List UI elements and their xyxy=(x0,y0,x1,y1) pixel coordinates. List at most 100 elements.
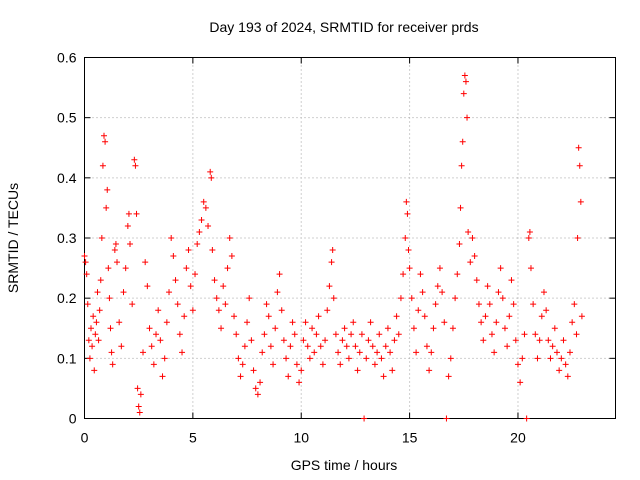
data-point xyxy=(198,216,205,223)
data-point xyxy=(369,343,376,350)
data-point xyxy=(183,265,190,272)
data-point xyxy=(144,283,151,290)
data-point xyxy=(140,349,147,356)
data-point xyxy=(135,403,142,410)
data-point xyxy=(89,343,96,350)
data-point xyxy=(298,367,305,374)
data-point xyxy=(176,331,183,338)
data-point xyxy=(449,325,456,332)
data-point xyxy=(553,349,560,356)
data-point xyxy=(328,259,335,266)
x-tick-label: 0 xyxy=(81,430,89,446)
data-point xyxy=(304,343,311,350)
data-point xyxy=(122,265,129,272)
data-point xyxy=(157,337,164,344)
data-point xyxy=(577,198,584,205)
data-point xyxy=(150,361,157,368)
data-point xyxy=(163,319,170,326)
data-point xyxy=(81,253,88,260)
data-point xyxy=(421,313,428,320)
data-point xyxy=(560,337,567,344)
data-point xyxy=(486,301,493,308)
data-point xyxy=(361,415,368,422)
data-point xyxy=(510,301,517,308)
data-point xyxy=(185,247,192,254)
data-point xyxy=(137,391,144,398)
data-point xyxy=(170,253,177,260)
data-point xyxy=(90,313,97,320)
data-point xyxy=(97,277,104,284)
data-point xyxy=(99,162,106,169)
data-point xyxy=(350,319,357,326)
data-point xyxy=(241,343,248,350)
data-point xyxy=(129,301,136,308)
data-point xyxy=(380,373,387,380)
data-point xyxy=(102,138,109,145)
data-point xyxy=(289,319,296,326)
y-tick-label: 0.1 xyxy=(57,350,77,366)
data-point xyxy=(569,319,576,326)
data-point xyxy=(564,373,571,380)
data-point xyxy=(460,90,467,97)
data-point xyxy=(215,307,222,314)
data-point xyxy=(521,331,528,338)
data-point xyxy=(311,349,318,356)
data-point xyxy=(244,319,251,326)
data-point xyxy=(540,289,547,296)
data-point xyxy=(88,325,95,332)
data-point xyxy=(108,349,115,356)
data-point xyxy=(306,355,313,362)
data-point xyxy=(213,295,220,302)
data-point xyxy=(508,277,515,284)
data-point xyxy=(98,235,105,241)
data-point xyxy=(506,313,513,320)
y-tick-label: 0.3 xyxy=(57,230,77,246)
data-point xyxy=(410,325,417,332)
data-point xyxy=(404,210,411,217)
data-point xyxy=(226,235,233,241)
data-point xyxy=(545,337,552,344)
data-point xyxy=(575,144,582,151)
data-point xyxy=(402,235,409,241)
data-point xyxy=(419,289,426,296)
data-point xyxy=(293,361,300,368)
data-point xyxy=(142,259,149,266)
data-point xyxy=(228,253,235,260)
data-point xyxy=(93,319,100,326)
data-point xyxy=(464,114,471,121)
y-tick-label: 0.4 xyxy=(57,170,77,186)
data-point xyxy=(408,295,415,302)
data-point xyxy=(261,331,268,338)
data-point xyxy=(250,367,257,374)
data-point xyxy=(536,337,543,344)
data-point xyxy=(274,289,281,296)
data-point xyxy=(166,289,173,296)
data-point xyxy=(148,343,155,350)
data-point xyxy=(224,265,231,272)
data-point xyxy=(454,271,461,278)
data-point xyxy=(395,331,402,338)
data-point xyxy=(397,295,404,302)
data-point xyxy=(302,319,309,326)
data-point xyxy=(574,235,581,241)
x-tick-label: 20 xyxy=(510,430,526,446)
data-point xyxy=(82,259,89,266)
x-axis-label: GPS time / hours xyxy=(291,457,398,473)
data-point xyxy=(335,349,342,356)
data-point xyxy=(534,355,541,362)
data-point xyxy=(189,307,196,314)
data-point xyxy=(571,301,578,308)
data-point xyxy=(465,228,472,235)
data-point xyxy=(205,222,212,229)
data-point xyxy=(272,325,279,332)
data-point xyxy=(467,259,474,266)
data-point xyxy=(469,235,476,241)
data-point xyxy=(200,198,207,205)
data-point xyxy=(209,247,216,254)
data-point xyxy=(218,325,225,332)
data-point xyxy=(322,337,329,344)
data-point xyxy=(283,355,290,362)
data-point xyxy=(558,355,565,362)
data-point xyxy=(447,355,454,362)
data-point xyxy=(456,241,463,248)
